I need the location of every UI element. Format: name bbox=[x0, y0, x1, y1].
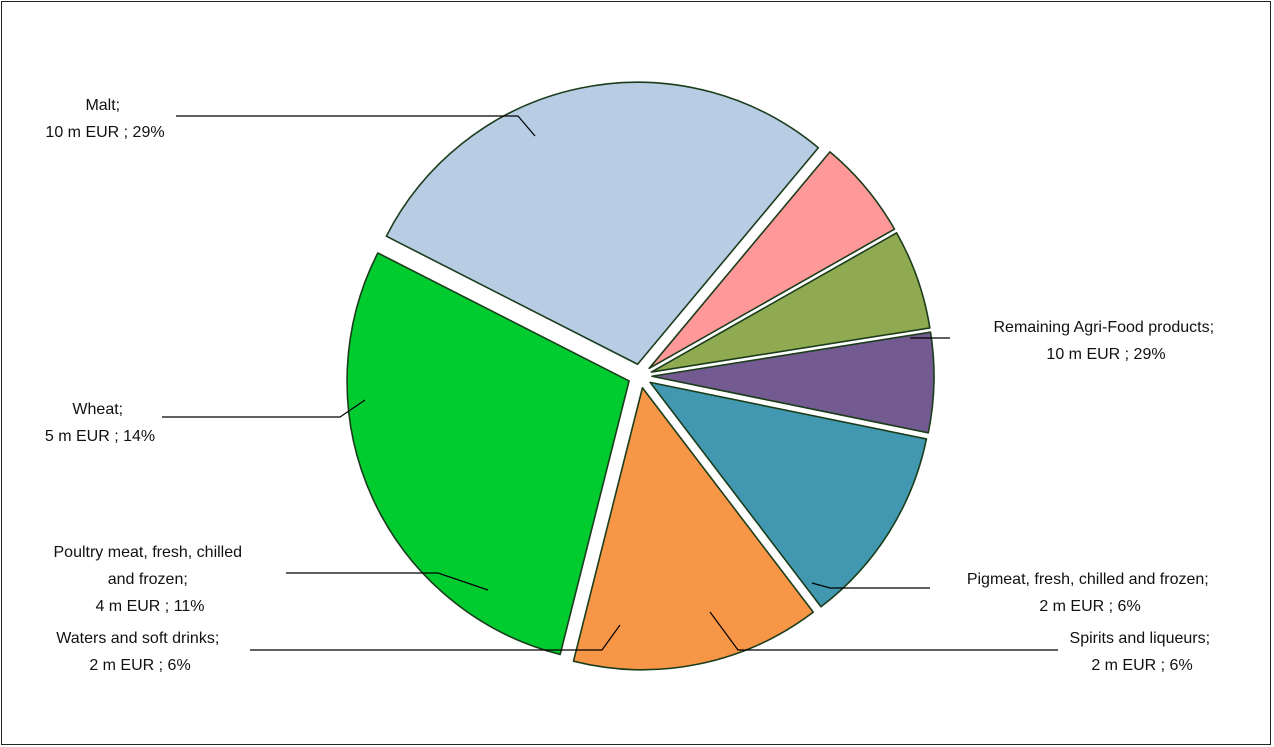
leader-lines bbox=[162, 115, 1058, 651]
label-waters: Waters and soft drinks; 2 m EUR ; 6% bbox=[56, 630, 223, 674]
label-wheat-value: 5 m EUR ; 14% bbox=[45, 428, 155, 445]
leader-line-malt bbox=[176, 115, 536, 137]
pie-slice-wheat bbox=[572, 386, 815, 671]
label-poultry: Poultry meat, fresh, chilled and frozen;… bbox=[54, 544, 247, 615]
label-wheat: Wheat; 5 m EUR ; 14% bbox=[45, 401, 155, 445]
pie-slices bbox=[346, 81, 935, 671]
label-malt-value: 10 m EUR ; 29% bbox=[45, 124, 164, 141]
label-spirits-value: 2 m EUR ; 6% bbox=[1091, 657, 1192, 674]
label-pigmeat-value: 2 m EUR ; 6% bbox=[1039, 598, 1140, 615]
label-poultry-name-line2: and frozen; bbox=[108, 571, 188, 588]
label-remaining-name: Remaining Agri-Food products; bbox=[993, 319, 1214, 336]
label-waters-value: 2 m EUR ; 6% bbox=[89, 657, 190, 674]
leader-line-pigmeat bbox=[811, 582, 930, 589]
label-wheat-name: Wheat; bbox=[72, 401, 123, 418]
label-poultry-name-line1: Poultry meat, fresh, chilled bbox=[54, 544, 243, 561]
slice-labels: Malt; 10 m EUR ; 29% Remaining Agri-Food… bbox=[45, 97, 1218, 674]
leader-line-wheat bbox=[162, 399, 366, 418]
label-pigmeat: Pigmeat, fresh, chilled and frozen; 2 m … bbox=[967, 571, 1213, 615]
pie-slice-poultry bbox=[649, 381, 928, 608]
label-waters-name: Waters and soft drinks; bbox=[56, 630, 219, 647]
leader-line-waters bbox=[250, 624, 621, 651]
pie-slice-waters bbox=[651, 331, 935, 434]
label-spirits-name: Spirits and liqueurs; bbox=[1070, 630, 1211, 647]
pie-slice-spirits bbox=[650, 232, 931, 373]
pie-slice-malt bbox=[346, 252, 630, 656]
label-remaining: Remaining Agri-Food products; 10 m EUR ;… bbox=[993, 319, 1218, 363]
label-malt: Malt; 10 m EUR ; 29% bbox=[45, 97, 164, 141]
leader-line-spirits bbox=[709, 611, 1058, 651]
label-malt-name: Malt; bbox=[85, 97, 120, 114]
leader-line-poultry bbox=[286, 572, 489, 591]
label-remaining-value: 10 m EUR ; 29% bbox=[1046, 346, 1165, 363]
pie-slice-pigmeat bbox=[648, 151, 896, 370]
label-pigmeat-name: Pigmeat, fresh, chilled and frozen; bbox=[967, 571, 1209, 588]
pie-slice-remaining bbox=[385, 81, 820, 366]
label-poultry-value: 4 m EUR ; 11% bbox=[95, 598, 204, 615]
label-spirits: Spirits and liqueurs; 2 m EUR ; 6% bbox=[1070, 630, 1215, 674]
